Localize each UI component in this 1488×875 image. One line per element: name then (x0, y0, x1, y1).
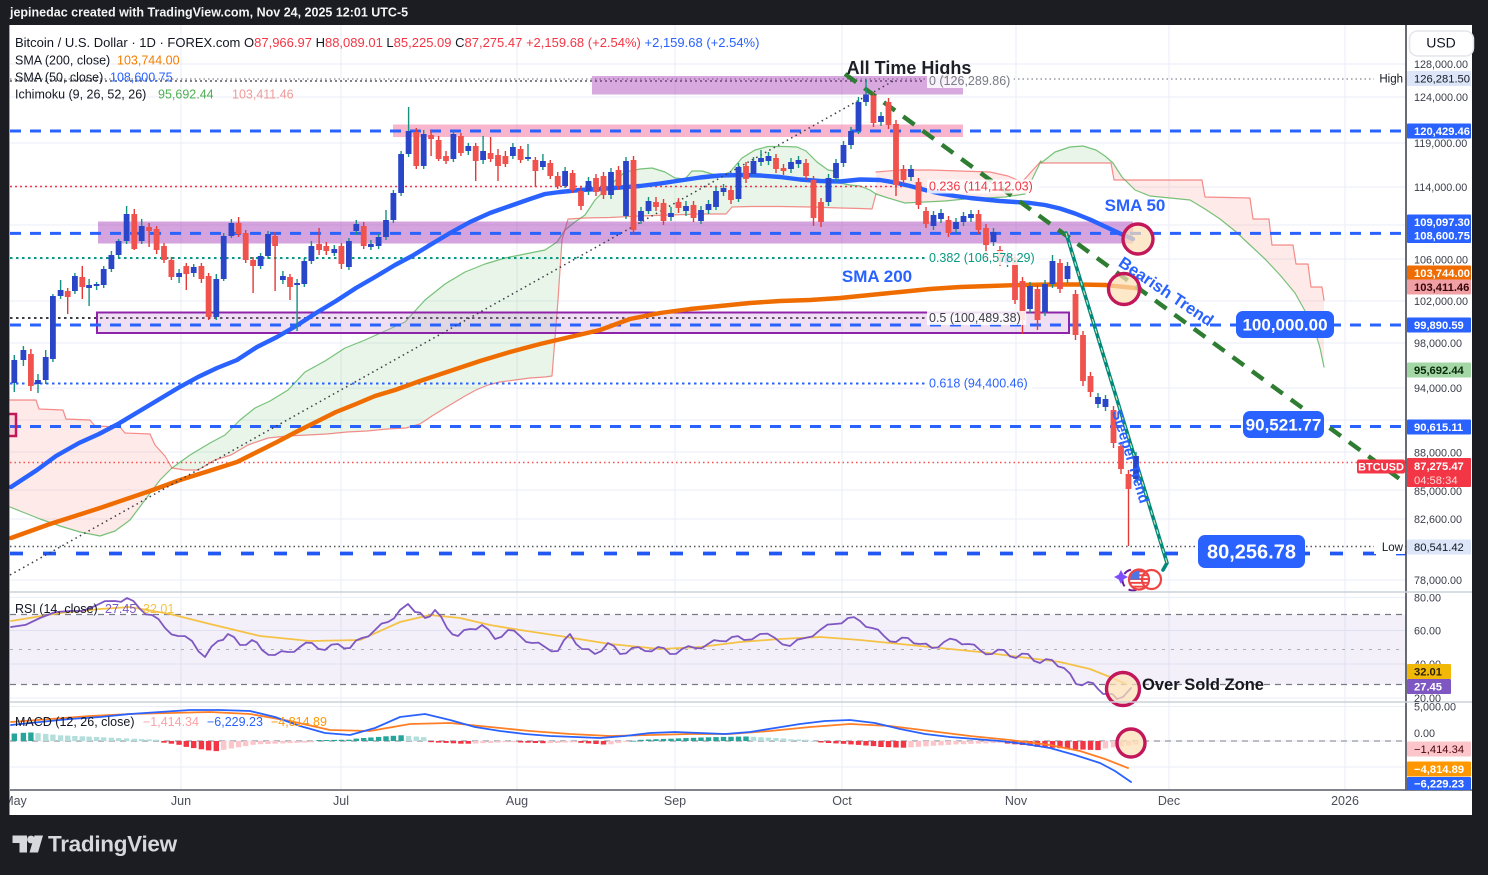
svg-text:103,744.00: 103,744.00 (117, 54, 180, 68)
svg-text:SMA 200: SMA 200 (842, 267, 912, 286)
svg-text:5,000.00: 5,000.00 (1414, 702, 1456, 714)
svg-text:90,521.77: 90,521.77 (1246, 416, 1322, 435)
svg-text:−6,229.23: −6,229.23 (207, 715, 263, 729)
svg-text:0 (126,289.86): 0 (126,289.86) (929, 74, 1010, 88)
svg-text:114,000.00: 114,000.00 (1414, 182, 1467, 194)
svg-text:103,411.46: 103,411.46 (232, 88, 294, 102)
svg-text:95,692.44: 95,692.44 (1414, 365, 1465, 377)
svg-text:120,429.46: 120,429.46 (1414, 126, 1470, 138)
svg-text:109,097.30: 109,097.30 (1414, 217, 1470, 229)
svg-text:Ichimoku (9, 26, 52, 26): Ichimoku (9, 26, 52, 26) (15, 88, 146, 102)
svg-text:20.00: 20.00 (1414, 693, 1441, 705)
svg-text:−6,229.23: −6,229.23 (1414, 779, 1464, 791)
svg-text:Low: Low (1382, 542, 1404, 554)
svg-text:0.00: 0.00 (1414, 728, 1435, 740)
svg-text:60.00: 60.00 (1414, 626, 1441, 638)
svg-text:103,744.00: 103,744.00 (1414, 268, 1470, 280)
svg-text:TradingView: TradingView (48, 832, 178, 857)
svg-text:85,000.00: 85,000.00 (1414, 486, 1462, 498)
svg-text:Sep: Sep (664, 794, 686, 808)
svg-text:0.382 (106,578.29): 0.382 (106,578.29) (929, 251, 1035, 265)
svg-text:27.45: 27.45 (1414, 682, 1442, 694)
svg-text:108,600.75: 108,600.75 (110, 71, 173, 85)
svg-text:SMA 50: SMA 50 (1105, 196, 1166, 215)
svg-text:87,275.47: 87,275.47 (1414, 461, 1464, 473)
svg-text:124,000.00: 124,000.00 (1414, 92, 1468, 104)
svg-text:SMA (50, close): SMA (50, close) (15, 71, 103, 85)
svg-text:78,000.00: 78,000.00 (1414, 575, 1462, 587)
svg-text:Over Sold Zone: Over Sold Zone (1142, 676, 1264, 694)
svg-text:Aug: Aug (506, 794, 528, 808)
svg-text:32.01: 32.01 (143, 602, 174, 616)
svg-text:jepinedac created with Trading: jepinedac created with TradingView.com, … (9, 6, 408, 20)
svg-text:108,600.75: 108,600.75 (1414, 231, 1470, 243)
svg-text:98,000.00: 98,000.00 (1414, 338, 1462, 350)
svg-text:Jul: Jul (333, 794, 349, 808)
svg-text:119,000.00: 119,000.00 (1414, 138, 1467, 150)
svg-text:126,281.50: 126,281.50 (1414, 74, 1470, 86)
svg-text:0.618 (94,400.46): 0.618 (94,400.46) (929, 377, 1028, 391)
svg-text:MACD (12, 26, close): MACD (12, 26, close) (15, 715, 134, 729)
svg-text:−4,814.89: −4,814.89 (271, 715, 327, 729)
svg-text:90,615.11: 90,615.11 (1414, 422, 1463, 434)
svg-text:99,890.59: 99,890.59 (1414, 320, 1464, 332)
svg-text:0.5 (100,489.38): 0.5 (100,489.38) (929, 311, 1021, 325)
svg-text:Jun: Jun (171, 794, 191, 808)
svg-text:27.45: 27.45 (105, 602, 136, 616)
svg-text:82,600.00: 82,600.00 (1414, 514, 1462, 526)
svg-text:BTCUSD: BTCUSD (1358, 462, 1404, 474)
svg-text:80,541.42: 80,541.42 (1414, 542, 1464, 554)
svg-text:95,692.44: 95,692.44 (158, 88, 214, 102)
svg-text:−1,414.34: −1,414.34 (1414, 744, 1464, 756)
svg-text:94,000.00: 94,000.00 (1414, 383, 1462, 395)
svg-text:04:58:34: 04:58:34 (1414, 475, 1458, 487)
svg-text:USD: USD (1426, 35, 1456, 51)
svg-text:−1,414.34: −1,414.34 (143, 715, 199, 729)
svg-text:Bitcoin / U.S. Dollar · 1D · F: Bitcoin / U.S. Dollar · 1D · FOREX.com (15, 35, 240, 50)
svg-text:103,411.46: 103,411.46 (1414, 282, 1469, 294)
svg-text:Dec: Dec (1158, 794, 1180, 808)
svg-text:88,000.00: 88,000.00 (1414, 447, 1462, 459)
svg-text:RSI (14, close): RSI (14, close) (15, 602, 98, 616)
svg-text:0.236 (114,112.03): 0.236 (114,112.03) (929, 180, 1033, 194)
svg-text:O87,966.97 H88,089.01 L85,225.: O87,966.97 H88,089.01 L85,225.09 C87,275… (244, 35, 759, 50)
svg-text:100,000.00: 100,000.00 (1242, 316, 1327, 335)
svg-text:106,000.00: 106,000.00 (1414, 255, 1468, 267)
svg-text:80,256.78: 80,256.78 (1207, 542, 1296, 564)
svg-text:All Time Highs: All Time Highs (847, 58, 972, 78)
svg-text:128,000.00: 128,000.00 (1414, 59, 1468, 71)
svg-text:32.01: 32.01 (1414, 667, 1442, 679)
svg-text:Oct: Oct (832, 794, 852, 808)
svg-text:Nov: Nov (1005, 794, 1028, 808)
svg-text:102,000.00: 102,000.00 (1414, 296, 1468, 308)
svg-text:SMA (200, close): SMA (200, close) (15, 54, 110, 68)
svg-text:−4,814.89: −4,814.89 (1414, 764, 1464, 776)
svg-text:High: High (1379, 74, 1403, 86)
svg-text:80.00: 80.00 (1414, 593, 1441, 605)
svg-text:2026: 2026 (1331, 794, 1359, 808)
